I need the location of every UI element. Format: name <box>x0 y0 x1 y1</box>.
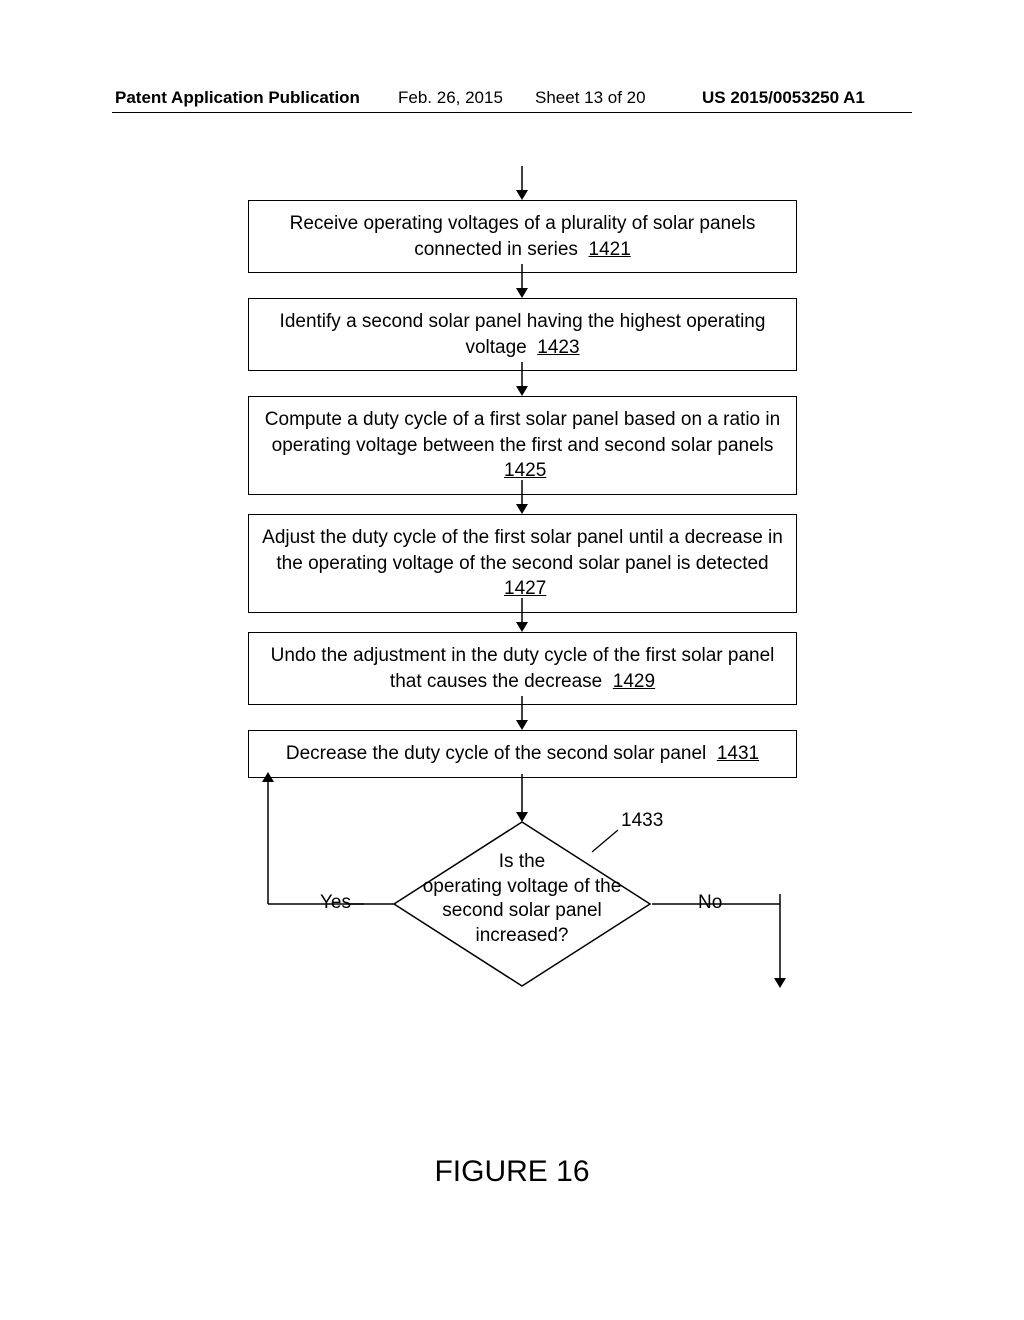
header-rule <box>112 112 912 113</box>
figure-caption: FIGURE 16 <box>0 1155 1024 1189</box>
diamond-line: Is the <box>499 851 545 872</box>
header-date: Feb. 26, 2015 <box>398 88 503 108</box>
flow-box-text: Undo the adjustment in the duty cycle of… <box>271 645 775 692</box>
flow-box-text: Compute a duty cycle of a first solar pa… <box>265 409 780 456</box>
diamond-text: Is the operating voltage of the second s… <box>392 850 652 949</box>
flow-box-ref: 1423 <box>537 337 579 358</box>
flow-box-ref: 1429 <box>613 671 655 692</box>
diamond-line: second solar panel <box>442 900 602 921</box>
flow-box-1431: Decrease the duty cycle of the second so… <box>248 730 797 778</box>
decision-ref-label: 1433 <box>621 810 663 832</box>
arrow-2 <box>512 362 532 398</box>
arrow-1 <box>512 264 532 300</box>
arrow-6 <box>512 774 532 824</box>
arrow-yes-loop <box>218 772 418 992</box>
header-publication: Patent Application Publication <box>115 88 360 108</box>
flow-box-1421: Receive operating voltages of a pluralit… <box>248 200 797 273</box>
arrow-no-exit <box>650 890 840 1010</box>
flow-box-text: Decrease the duty cycle of the second so… <box>286 743 706 764</box>
flow-box-ref: 1421 <box>589 239 631 260</box>
diamond-line: increased? <box>476 925 569 946</box>
flow-box-ref: 1425 <box>504 460 546 481</box>
header-sheet: Sheet 13 of 20 <box>535 88 646 108</box>
flow-box-text: Adjust the duty cycle of the first solar… <box>262 527 783 574</box>
flow-box-1429: Undo the adjustment in the duty cycle of… <box>248 632 797 705</box>
decision-yes-label: Yes <box>320 892 351 914</box>
decision-no-label: No <box>698 892 722 914</box>
flow-box-1423: Identify a second solar panel having the… <box>248 298 797 371</box>
arrow-4 <box>512 598 532 634</box>
flow-box-text: Identify a second solar panel having the… <box>280 311 766 358</box>
diamond-line: operating voltage of the <box>423 876 622 897</box>
flow-box-ref: 1431 <box>717 743 759 764</box>
arrow-5 <box>512 696 532 732</box>
header-patent-number: US 2015/0053250 A1 <box>702 88 865 108</box>
flow-box-ref: 1427 <box>504 578 546 599</box>
flow-box-text: Receive operating voltages of a pluralit… <box>290 213 756 260</box>
arrow-entry <box>512 166 532 202</box>
arrow-3 <box>512 480 532 516</box>
